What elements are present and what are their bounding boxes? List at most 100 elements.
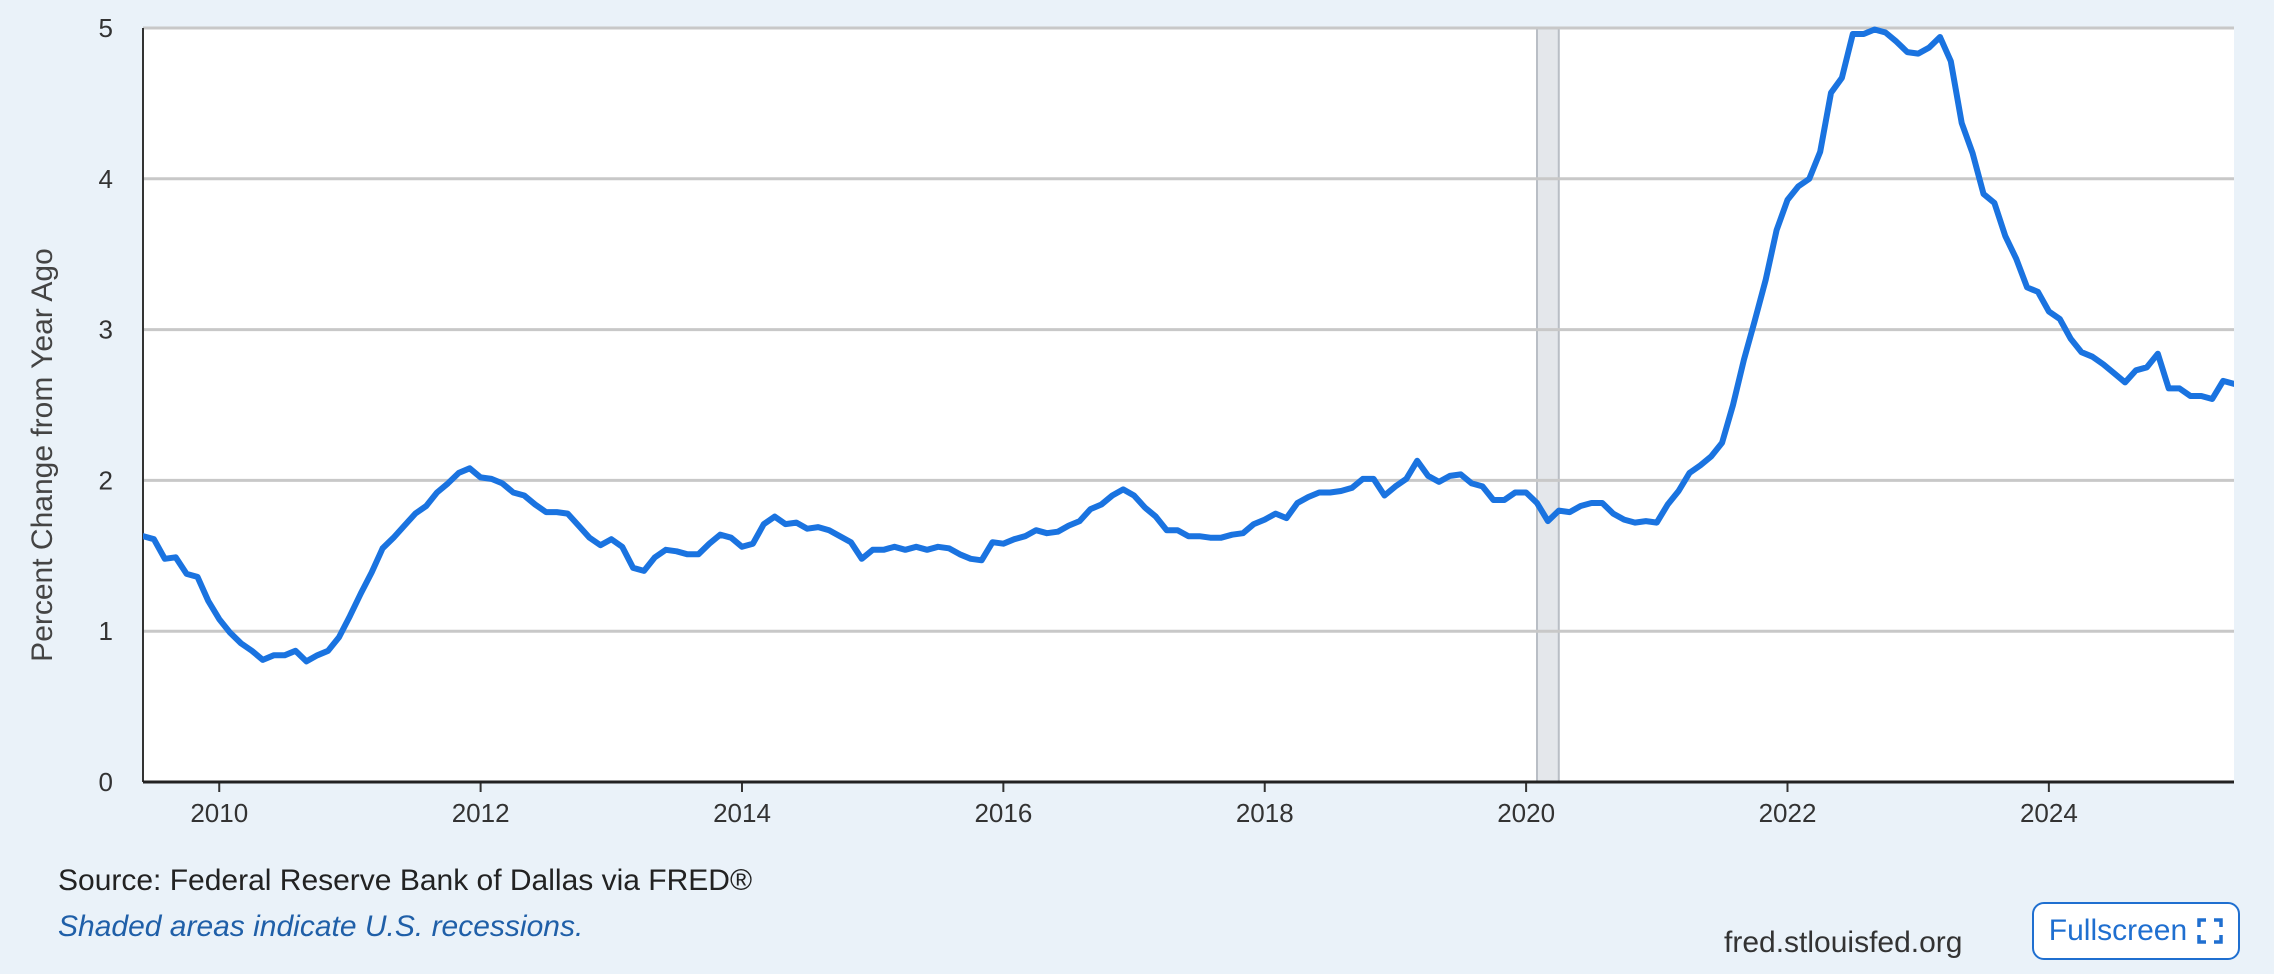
data-point-2024-03 bbox=[2068, 336, 2074, 342]
data-point-2022-03 bbox=[1806, 176, 1812, 182]
data-point-2019-07 bbox=[1458, 471, 1464, 477]
data-point-2016-05 bbox=[1044, 530, 1050, 536]
data-point-2022-05 bbox=[1828, 90, 1834, 96]
data-point-2020-06 bbox=[1578, 503, 1584, 509]
data-point-2015-02 bbox=[881, 547, 887, 553]
data-point-2023-06 bbox=[1970, 150, 1976, 156]
data-point-2018-04 bbox=[1294, 500, 1300, 506]
data-point-2011-01 bbox=[347, 613, 353, 619]
data-point-2019-09 bbox=[1480, 483, 1486, 489]
data-point-2014-08 bbox=[815, 524, 821, 530]
y-tick-label-0: 0 bbox=[99, 767, 113, 797]
data-point-2017-01 bbox=[1131, 493, 1137, 499]
data-point-2015-06 bbox=[924, 547, 930, 553]
data-point-2022-02 bbox=[1795, 183, 1801, 189]
data-point-2021-12 bbox=[1774, 227, 1780, 233]
source-text: Source: Federal Reserve Bank of Dallas v… bbox=[58, 864, 753, 897]
data-point-2022-10 bbox=[1883, 30, 1889, 36]
data-point-2021-03 bbox=[1676, 488, 1682, 494]
y-tick-label-2: 2 bbox=[99, 465, 113, 495]
data-point-2016-02 bbox=[1011, 536, 1017, 542]
data-point-2023-11 bbox=[2024, 284, 2030, 290]
data-point-2013-01 bbox=[608, 536, 614, 542]
data-point-2010-11 bbox=[325, 648, 331, 654]
data-point-2010-04 bbox=[249, 648, 255, 654]
data-point-2020-05 bbox=[1567, 509, 1573, 515]
data-point-2009-09 bbox=[173, 554, 179, 560]
data-point-2016-06 bbox=[1055, 529, 1061, 535]
data-point-2014-10 bbox=[837, 533, 843, 539]
series-layer bbox=[140, 26, 2234, 665]
data-point-2018-01 bbox=[1262, 517, 1268, 523]
data-point-2009-06 bbox=[140, 533, 146, 539]
data-point-2013-12 bbox=[728, 535, 734, 541]
data-point-2012-09 bbox=[565, 511, 571, 517]
y-tick-label-5: 5 bbox=[99, 13, 113, 43]
y-axis-title: Percent Change from Year Ago bbox=[26, 248, 59, 662]
data-point-2018-09 bbox=[1349, 485, 1355, 491]
data-point-2011-05 bbox=[391, 535, 397, 541]
data-point-2019-11 bbox=[1501, 497, 1507, 503]
data-point-2018-12 bbox=[1382, 493, 1388, 499]
data-point-2019-10 bbox=[1490, 497, 1496, 503]
data-point-2022-11 bbox=[1893, 39, 1899, 45]
data-point-2016-04 bbox=[1033, 527, 1039, 533]
data-point-2020-12 bbox=[1643, 518, 1649, 524]
data-point-2014-03 bbox=[761, 521, 767, 527]
data-point-2023-08 bbox=[1991, 200, 1997, 206]
data-point-2017-02 bbox=[1142, 505, 1148, 511]
data-point-2011-06 bbox=[401, 523, 407, 529]
data-point-2015-01 bbox=[870, 547, 876, 553]
data-point-2012-11 bbox=[587, 535, 593, 541]
data-point-2011-03 bbox=[369, 569, 375, 575]
data-point-2015-10 bbox=[968, 556, 974, 562]
data-point-2021-09 bbox=[1741, 357, 1747, 363]
data-point-2020-01 bbox=[1523, 490, 1529, 496]
data-point-2013-09 bbox=[695, 551, 701, 557]
data-point-2014-04 bbox=[772, 514, 778, 520]
data-point-2012-05 bbox=[521, 493, 527, 499]
recession-note[interactable]: Shaded areas indicate U.S. recessions. bbox=[58, 910, 584, 943]
recession-bands bbox=[1536, 27, 1560, 783]
y-tick-label-4: 4 bbox=[99, 164, 113, 194]
x-tick-label-2010: 2010 bbox=[190, 798, 248, 828]
data-point-2011-09 bbox=[434, 490, 440, 496]
data-point-2020-03 bbox=[1545, 518, 1551, 524]
data-point-2017-11 bbox=[1240, 530, 1246, 536]
data-point-2011-10 bbox=[445, 480, 451, 486]
data-point-2016-09 bbox=[1088, 506, 1094, 512]
data-point-2016-07 bbox=[1066, 523, 1072, 529]
data-point-2023-09 bbox=[2002, 233, 2008, 239]
data-point-2023-07 bbox=[1981, 191, 1987, 197]
data-point-2022-08 bbox=[1861, 31, 1867, 37]
data-point-2009-11 bbox=[195, 574, 201, 580]
fullscreen-icon bbox=[2197, 918, 2223, 944]
data-point-2021-10 bbox=[1752, 318, 1758, 324]
data-point-2016-10 bbox=[1098, 502, 1104, 508]
data-point-2015-04 bbox=[902, 547, 908, 553]
fullscreen-label: Fullscreen bbox=[2048, 914, 2188, 947]
data-point-2018-03 bbox=[1284, 515, 1290, 521]
x-tick-label-2024: 2024 bbox=[2020, 798, 2078, 828]
fullscreen-button[interactable]: Fullscreen bbox=[2032, 902, 2240, 960]
site-link[interactable]: fred.stlouisfed.org bbox=[1724, 926, 1963, 959]
data-point-2018-10 bbox=[1360, 476, 1366, 482]
data-point-2025-05 bbox=[2220, 378, 2226, 384]
data-point-2023-02 bbox=[1926, 45, 1932, 51]
data-point-2018-02 bbox=[1273, 511, 1279, 517]
data-point-2016-12 bbox=[1120, 486, 1126, 492]
data-point-2017-07 bbox=[1196, 533, 1202, 539]
data-point-2018-05 bbox=[1305, 494, 1311, 500]
data-point-2025-04 bbox=[2209, 396, 2215, 402]
data-point-2015-11 bbox=[979, 557, 985, 563]
data-point-2020-02 bbox=[1534, 500, 1540, 506]
data-point-2012-10 bbox=[576, 523, 582, 529]
data-point-2024-10 bbox=[2144, 364, 2150, 370]
data-point-2015-07 bbox=[935, 544, 941, 550]
data-point-2024-04 bbox=[2079, 349, 2085, 355]
data-point-2023-01 bbox=[1915, 51, 1921, 57]
data-point-2017-04 bbox=[1164, 527, 1170, 533]
data-point-2018-06 bbox=[1316, 490, 1322, 496]
y-tick-label-3: 3 bbox=[99, 315, 113, 345]
axes bbox=[142, 28, 2234, 784]
